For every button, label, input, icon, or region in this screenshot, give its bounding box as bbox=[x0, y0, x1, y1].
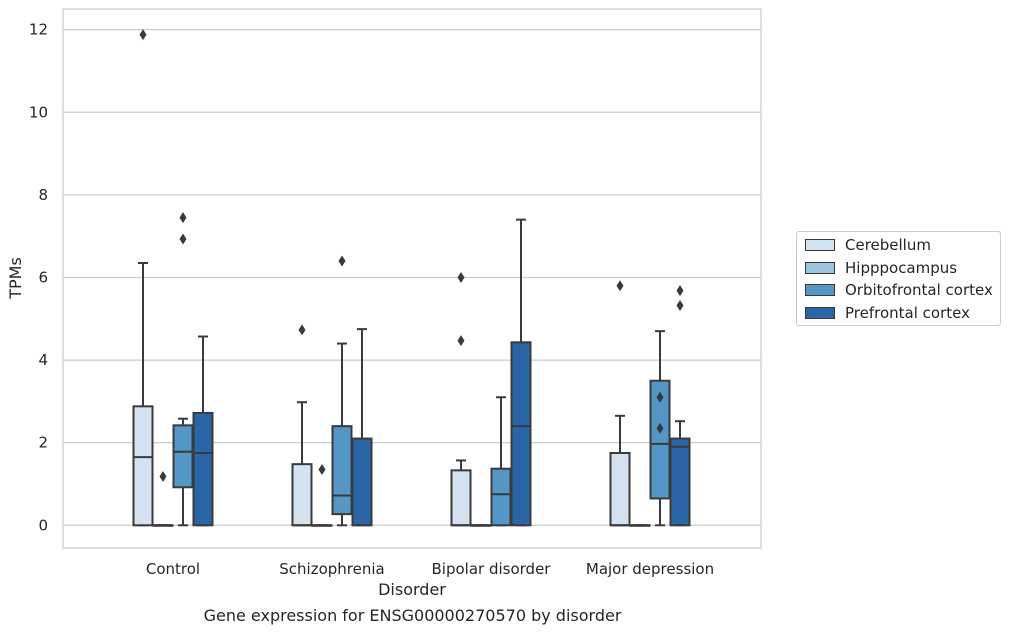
outlier-point bbox=[676, 300, 684, 312]
series-cerebellum bbox=[132, 29, 631, 527]
box-body bbox=[291, 463, 313, 527]
legend-label-prefrontal-cortex: Prefrontal cortex bbox=[845, 304, 970, 322]
box-body bbox=[669, 437, 691, 527]
chart-caption: Gene expression for ENSG00000270570 by d… bbox=[203, 606, 622, 625]
box-cerebellum-schizophrenia bbox=[291, 324, 313, 527]
legend-label-orbitofrontal-cortex: Orbitofrontal cortex bbox=[845, 281, 993, 299]
x-tick-major-depression: Major depression bbox=[586, 560, 714, 578]
box-orbitofrontal-cortex-bipolar-disorder bbox=[490, 396, 512, 527]
box-body bbox=[172, 424, 194, 489]
outlier-point bbox=[656, 391, 664, 403]
outlier-point bbox=[179, 212, 187, 224]
outlier-point bbox=[338, 255, 346, 267]
outlier-point bbox=[179, 233, 187, 245]
y-axis-label: TPMs bbox=[6, 257, 25, 300]
x-tick-bipolar-disorder: Bipolar disorder bbox=[432, 560, 552, 578]
legend-swatch-cerebellum bbox=[805, 239, 835, 251]
outlier-point bbox=[318, 464, 326, 476]
outlier-point bbox=[616, 280, 624, 292]
box-hipppocampus-major-depression bbox=[629, 524, 651, 527]
box-cerebellum-control bbox=[132, 29, 154, 527]
y-tick-4: 4 bbox=[38, 351, 48, 369]
box-orbitofrontal-cortex-schizophrenia bbox=[331, 255, 353, 527]
legend-label-hippocampus: Hipppocampus bbox=[845, 259, 958, 277]
legend-swatch-hippocampus bbox=[805, 262, 835, 274]
legend-item-orbitofrontal-cortex: Orbitofrontal cortex bbox=[805, 280, 993, 300]
box-body bbox=[609, 452, 631, 527]
box-cerebellum-bipolar-disorder bbox=[450, 271, 472, 527]
x-tick-labels: Control Schizophrenia Bipolar disorder Majo… bbox=[146, 560, 714, 578]
box-prefrontal-cortex-major-depression bbox=[669, 285, 691, 527]
legend-item-cerebellum: Cerebellum bbox=[805, 235, 931, 255]
box-prefrontal-cortex-bipolar-disorder bbox=[510, 218, 532, 527]
y-tick-labels: 0 2 4 6 8 10 12 bbox=[29, 21, 48, 535]
series-hipppocampus bbox=[152, 464, 651, 527]
series-prefrontal-cortex bbox=[192, 218, 691, 527]
box-body bbox=[132, 405, 154, 527]
box-body bbox=[192, 411, 214, 527]
x-tick-control: Control bbox=[146, 560, 200, 578]
legend-label-cerebellum: Cerebellum bbox=[845, 236, 931, 254]
y-tick-8: 8 bbox=[38, 186, 48, 204]
box-body bbox=[490, 467, 512, 527]
box-hipppocampus-bipolar-disorder bbox=[470, 524, 492, 527]
legend: Cerebellum Hipppocampus Orbitofrontal co… bbox=[796, 231, 1001, 326]
box-prefrontal-cortex-control bbox=[192, 335, 214, 527]
box-body bbox=[351, 437, 373, 527]
box-prefrontal-cortex-schizophrenia bbox=[351, 328, 373, 527]
outlier-point bbox=[656, 422, 664, 434]
y-tick-10: 10 bbox=[29, 103, 48, 121]
x-tick-schizophrenia: Schizophrenia bbox=[279, 560, 384, 578]
y-tick-2: 2 bbox=[38, 434, 48, 452]
box-hipppocampus-schizophrenia bbox=[311, 464, 333, 527]
legend-swatch-prefrontal-cortex bbox=[805, 307, 835, 319]
box-hipppocampus-control bbox=[152, 471, 174, 527]
box-cerebellum-major-depression bbox=[609, 280, 631, 527]
box-orbitofrontal-cortex-major-depression bbox=[649, 330, 671, 527]
box-orbitofrontal-cortex-control bbox=[172, 212, 194, 527]
box-body bbox=[331, 425, 353, 516]
outlier-point bbox=[457, 335, 465, 347]
legend-swatch-orbitofrontal-cortex bbox=[805, 284, 835, 296]
legend-item-prefrontal-cortex: Prefrontal cortex bbox=[805, 303, 970, 323]
y-tick-6: 6 bbox=[38, 268, 48, 286]
plot-area-frame bbox=[62, 8, 762, 549]
outlier-point bbox=[298, 324, 306, 336]
box-plot-series bbox=[132, 29, 691, 527]
y-tick-12: 12 bbox=[29, 21, 48, 39]
series-orbitofrontal-cortex bbox=[172, 212, 671, 527]
box-body bbox=[450, 469, 472, 527]
legend-item-hippocampus: Hipppocampus bbox=[805, 258, 957, 278]
y-tick-0: 0 bbox=[38, 516, 48, 534]
box-body bbox=[510, 341, 532, 527]
outlier-point bbox=[676, 285, 684, 297]
outlier-point bbox=[457, 271, 465, 283]
x-axis-label: Disorder bbox=[378, 580, 446, 599]
outlier-point bbox=[159, 471, 167, 483]
outlier-point bbox=[139, 29, 147, 41]
